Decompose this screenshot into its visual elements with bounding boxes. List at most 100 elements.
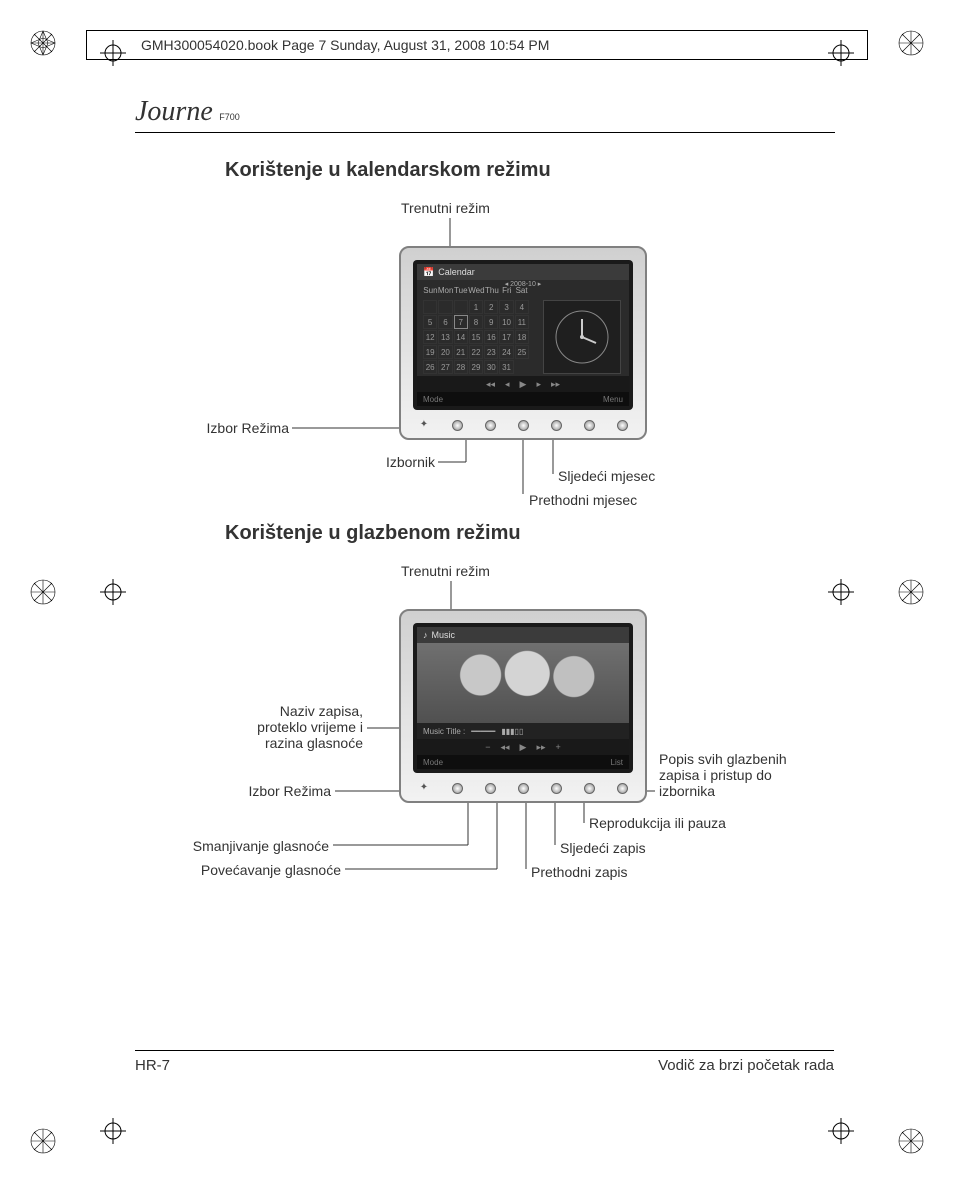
brand-name: Journe xyxy=(135,96,213,127)
registration-mark-icon xyxy=(30,1128,56,1154)
day-header: Tue xyxy=(453,286,468,298)
calendar-cell: 13 xyxy=(438,330,452,344)
label-prev-track: Prethodni zapis xyxy=(531,864,628,880)
hw-button xyxy=(551,420,562,431)
hw-button xyxy=(617,420,628,431)
calendar-cell: 2 xyxy=(484,300,498,314)
calendar-cell: 10 xyxy=(499,315,513,329)
label-list-menu: Popis svih glazbenih zapisa i pristup do… xyxy=(659,751,799,799)
hw-button xyxy=(485,420,496,431)
calendar-cell: 9 xyxy=(484,315,498,329)
calendar-cell: 4 xyxy=(515,300,529,314)
hardware-buttons: ✦ xyxy=(399,416,647,434)
foot-menu: Menu xyxy=(603,395,623,404)
hw-button xyxy=(485,783,496,794)
registration-mark-icon xyxy=(898,1128,924,1154)
calendar-cell xyxy=(454,300,468,314)
label-next-month: Sljedeći mjesec xyxy=(558,468,655,484)
doc-title: Vodič za brzi početak rada xyxy=(658,1057,834,1074)
calendar-cell: 27 xyxy=(438,360,452,374)
calendar-day-headers: SunMonTueWedThuFriSat xyxy=(423,286,529,298)
hw-button xyxy=(617,783,628,794)
hw-button xyxy=(518,420,529,431)
calendar-cell: 30 xyxy=(484,360,498,374)
label-mode-select: Izbor Režima xyxy=(249,783,331,799)
calendar-cell: 14 xyxy=(454,330,468,344)
calendar-cell xyxy=(438,300,452,314)
calendar-cell: 28 xyxy=(454,360,468,374)
day-header: Mon xyxy=(438,286,454,298)
registration-mark-icon xyxy=(898,579,924,605)
label-current-mode: Trenutni režim xyxy=(401,563,490,579)
calendar-cell: 1 xyxy=(469,300,483,314)
album-art-placeholder xyxy=(417,643,629,723)
mode-button-icon: ✦ xyxy=(419,783,430,794)
screen-controls: ◂◂ ◂ ▶ ▸ ▸▸ xyxy=(417,376,629,392)
calendar-cell xyxy=(423,300,437,314)
day-header: Thu xyxy=(485,286,500,298)
label-current-mode: Trenutni režim xyxy=(401,200,490,216)
calendar-cell: 16 xyxy=(484,330,498,344)
label-vol-down: Smanjivanje glasnoće xyxy=(193,838,329,854)
label-vol-up: Povećavanje glasnoće xyxy=(201,862,341,878)
crosshair-icon xyxy=(100,579,126,605)
calendar-cell: 17 xyxy=(499,330,513,344)
section-title-music: Korištenje u glazbenom režimu xyxy=(225,522,835,545)
mode-button-icon: ✦ xyxy=(419,420,430,431)
calendar-cell: 18 xyxy=(515,330,529,344)
calendar-cell: 3 xyxy=(499,300,513,314)
day-header: Sun xyxy=(423,286,438,298)
device-frame-music: ♪ Music Music Title : ━━━━━ ▮▮▮▯▯ − ◂◂ xyxy=(399,609,647,803)
divider xyxy=(135,1050,834,1051)
calendar-cell: 11 xyxy=(515,315,529,329)
page-number: HR-7 xyxy=(135,1057,170,1074)
brand-logo: Journe F700 xyxy=(135,96,835,128)
crosshair-icon xyxy=(100,1118,126,1144)
day-header: Fri xyxy=(499,286,514,298)
hw-button xyxy=(518,783,529,794)
section-title-calendar: Korištenje u kalendarskom režimu xyxy=(225,159,835,182)
hw-button xyxy=(452,783,463,794)
label-next-track: Sljedeći zapis xyxy=(560,840,646,856)
calendar-cell: 8 xyxy=(469,315,483,329)
calendar-grid: 1234567891011121314151617181920212223242… xyxy=(423,300,529,374)
label-mode-select: Izbor Režima xyxy=(207,420,289,436)
calendar-cell: 24 xyxy=(499,345,513,359)
registration-mark-icon xyxy=(30,579,56,605)
calendar-cell: 23 xyxy=(484,345,498,359)
calendar-cell: 12 xyxy=(423,330,437,344)
calendar-cell: 7 xyxy=(454,315,468,329)
calendar-cell: 5 xyxy=(423,315,437,329)
calendar-cell: 31 xyxy=(499,360,513,374)
calendar-cell: 22 xyxy=(469,345,483,359)
brand-model: F700 xyxy=(219,112,240,122)
hw-button xyxy=(551,783,562,794)
foot-mode: Mode xyxy=(423,758,443,767)
music-title-label: Music Title : xyxy=(423,727,465,736)
hw-button xyxy=(452,420,463,431)
calendar-icon: 📅 xyxy=(423,267,434,278)
hardware-buttons: ✦ xyxy=(399,779,647,797)
day-header: Sat xyxy=(514,286,529,298)
label-track-info: Naziv zapisa, proteklo vrijeme i razina … xyxy=(243,703,363,751)
calendar-cell: 19 xyxy=(423,345,437,359)
foot-list: List xyxy=(611,758,623,767)
calendar-cell: 29 xyxy=(469,360,483,374)
crosshair-icon xyxy=(828,1118,854,1144)
device-frame-calendar: 📅 Calendar ◂ 2008-10 ▸ SunMonTueWedThuFr… xyxy=(399,246,647,440)
label-play-pause: Reprodukcija ili pauza xyxy=(589,815,726,831)
calendar-cell: 20 xyxy=(438,345,452,359)
music-info-row: Music Title : ━━━━━ ▮▮▮▯▯ xyxy=(417,723,629,739)
foot-mode: Mode xyxy=(423,395,443,404)
page-footer: HR-7 Vodič za brzi početak rada xyxy=(135,1050,834,1074)
calendar-cell: 15 xyxy=(469,330,483,344)
label-prev-month: Prethodni mjesec xyxy=(529,492,637,508)
calendar-cell: 25 xyxy=(515,345,529,359)
print-header: GMH300054020.book Page 7 Sunday, August … xyxy=(86,30,868,60)
music-icon: ♪ xyxy=(423,630,428,640)
screen-controls: − ◂◂ ▶ ▸▸ + xyxy=(417,739,629,755)
calendar-cell: 26 xyxy=(423,360,437,374)
divider xyxy=(135,132,835,133)
topbar-title: Music xyxy=(432,630,456,640)
label-menu: Izbornik xyxy=(386,454,435,470)
